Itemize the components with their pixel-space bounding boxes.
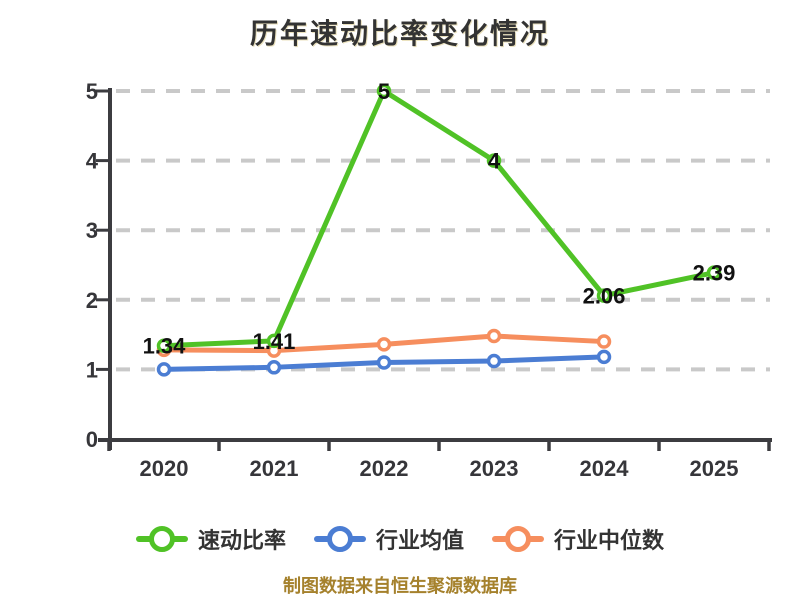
data-label-quick-ratio-2025: 2.39 (693, 261, 736, 286)
data-point-quick-ratio-2021[interactable] (266, 333, 282, 349)
series-line-quick-ratio (161, 88, 717, 349)
data-point-industry-median-2023[interactable] (486, 328, 502, 344)
x-axis-label-2023: 2023 (470, 456, 519, 481)
data-label-quick-ratio-2020: 1.34 (143, 334, 187, 359)
legend-label-industry-average: 行业均值 (375, 528, 464, 553)
line-dot-marker-icon (313, 525, 366, 553)
data-point-industry-average-2020[interactable] (156, 362, 172, 377)
chart-title: 历年速动比率变化情况 (249, 18, 550, 49)
data-point-industry-median-2022[interactable] (376, 337, 392, 352)
legend-circle (326, 526, 353, 552)
legend-circle (505, 526, 531, 552)
y-axis-label-2: 2 (86, 288, 98, 313)
data-label-quick-ratio-2024: 2.06 (583, 284, 626, 309)
data-point-quick-ratio-2023[interactable] (486, 153, 502, 168)
x-axis-label-2022: 2022 (360, 456, 409, 481)
x-axis-label-2025: 2025 (690, 456, 739, 481)
y-axis-label-4: 4 (86, 149, 99, 174)
data-source-note: 制图数据来自恒生聚源数据库 (283, 576, 517, 596)
x-axis-label-2021: 2021 (250, 456, 299, 481)
data-point-quick-ratio-2022[interactable] (376, 83, 392, 99)
data-point-industry-median-2024[interactable] (596, 334, 612, 349)
line-dot-marker-icon (492, 525, 544, 553)
data-point-quick-ratio-2020[interactable] (156, 338, 172, 353)
x-axis-label-2024: 2024 (580, 456, 630, 481)
legend-item-industry-median[interactable]: 行业中位数 (492, 523, 664, 555)
data-point-quick-ratio-2024[interactable] (596, 288, 612, 303)
legend-item-industry-average[interactable]: 行业均值 (313, 523, 464, 555)
data-label-quick-ratio-2023: 4 (488, 149, 501, 174)
legend-item-quick-ratio[interactable]: 速动比率 (135, 523, 286, 555)
data-label-quick-ratio-2021: 1.41 (253, 329, 296, 354)
x-axis-label-2020: 2020 (140, 456, 189, 481)
y-axis-label-5: 5 (86, 79, 98, 104)
data-point-quick-ratio-2025[interactable] (706, 265, 722, 280)
legend-label-quick-ratio: 速动比率 (197, 528, 286, 553)
data-point-industry-average-2024[interactable] (596, 349, 612, 365)
y-axis-label-1: 1 (86, 357, 98, 382)
y-axis-label-0: 0 (86, 427, 98, 452)
legend-label-industry-median: 行业中位数 (554, 528, 665, 553)
line-dot-marker-icon (135, 525, 188, 553)
data-label-quick-ratio-2022: 5 (378, 79, 390, 104)
data-point-industry-average-2022[interactable] (376, 355, 392, 370)
data-point-industry-average-2021[interactable] (266, 360, 282, 375)
legend-circle (148, 526, 175, 552)
y-axis-label-3: 3 (86, 218, 98, 243)
chart-legend: 速动比率 行业均值 行业中位数 (0, 523, 800, 555)
data-point-industry-average-2023[interactable] (486, 353, 502, 369)
